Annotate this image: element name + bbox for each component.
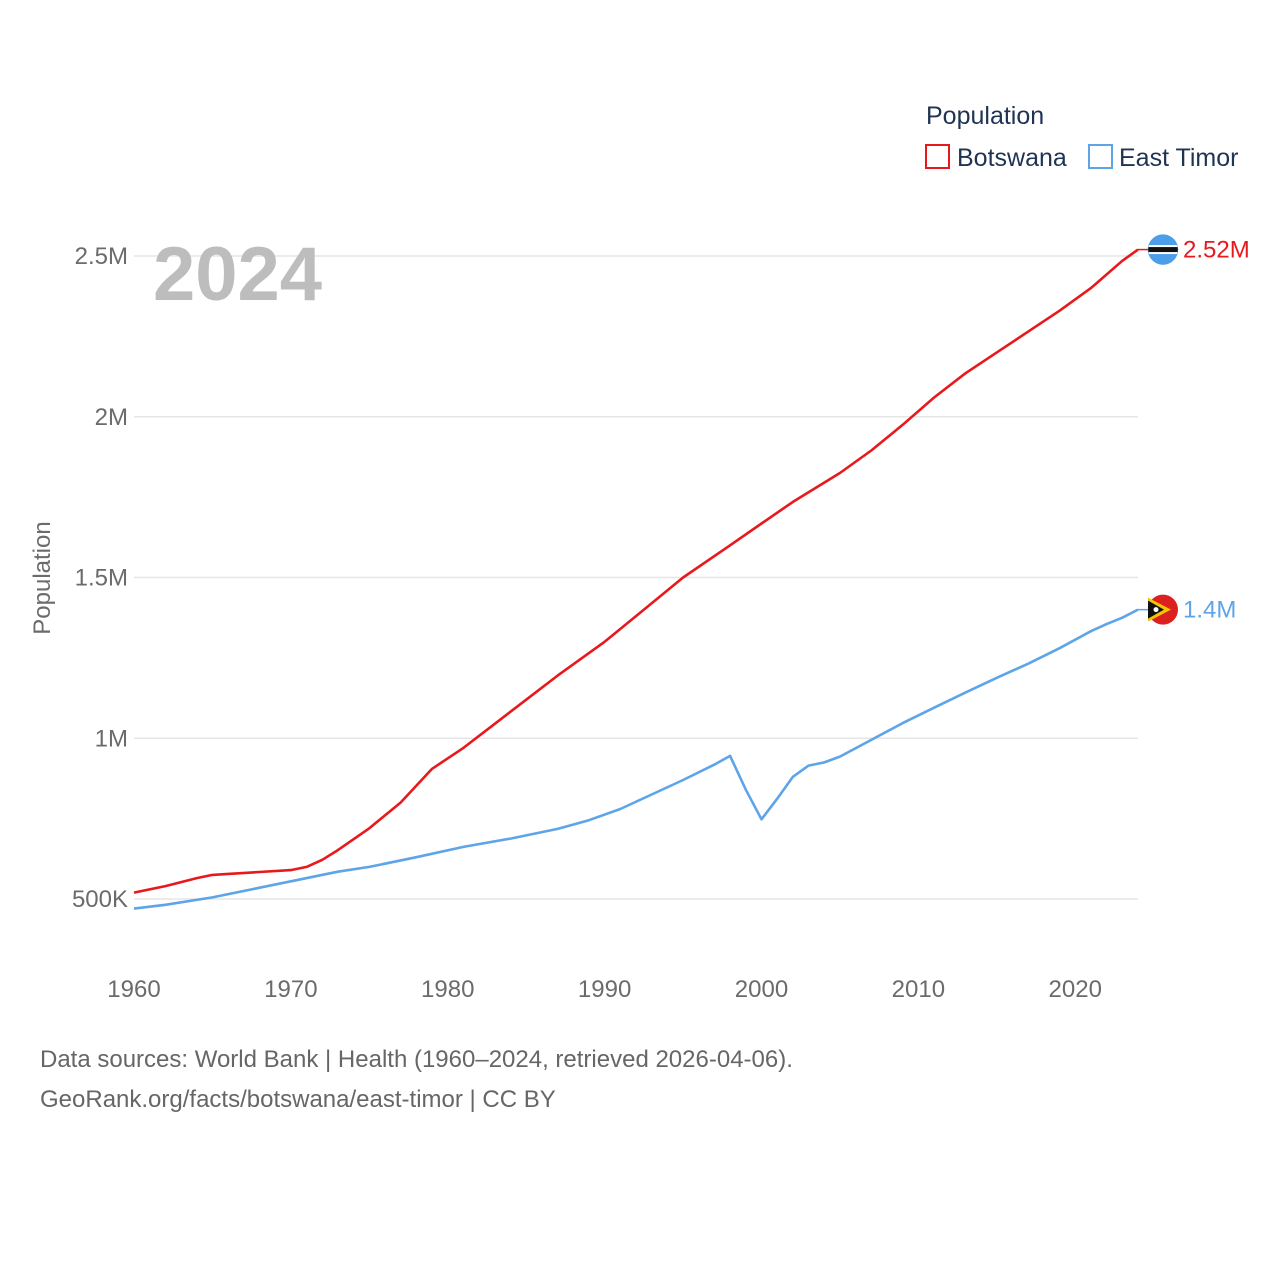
end-labels: 2.52M 1.4M xyxy=(1138,234,1250,625)
year-watermark: 2024 xyxy=(153,232,322,317)
legend-label-botswana: Botswana xyxy=(957,144,1067,172)
x-axis-ticks: 1960 1970 1980 1990 2000 2010 2020 xyxy=(107,976,1102,1003)
y-axis-title: Population xyxy=(29,521,56,634)
legend-swatch-east-timor xyxy=(1088,144,1113,169)
legend-item-botswana[interactable]: Botswana xyxy=(925,144,1067,172)
legend[interactable]: Population Botswana East Timor xyxy=(925,102,1238,172)
x-tick-label: 1960 xyxy=(107,976,160,1003)
y-axis-ticks: 500K 1M 1.5M 2M 2.5M xyxy=(72,243,128,913)
east-timor-flag-icon xyxy=(1148,594,1178,625)
legend-label-east-timor: East Timor xyxy=(1119,144,1238,172)
legend-swatch-botswana xyxy=(925,144,950,169)
gridlines xyxy=(134,255,1138,900)
legend-item-east-timor[interactable]: East Timor xyxy=(1088,144,1238,172)
x-tick-label: 2010 xyxy=(892,976,945,1003)
legend-title: Population xyxy=(926,102,1044,130)
series-line-botswana[interactable] xyxy=(133,248,1139,894)
footer: Data sources: World Bank | Health (1960–… xyxy=(40,1040,793,1120)
end-value-label-botswana: 2.52M xyxy=(1183,237,1250,264)
y-tick-label: 1.5M xyxy=(75,565,128,592)
y-tick-label: 2.5M xyxy=(75,243,128,270)
x-tick-label: 2020 xyxy=(1049,976,1102,1003)
y-tick-label: 2M xyxy=(95,404,128,431)
y-tick-label: 500K xyxy=(72,886,128,913)
end-value-label-east-timor: 1.4M xyxy=(1183,597,1236,624)
x-tick-label: 1980 xyxy=(421,976,474,1003)
series-lines xyxy=(133,248,1139,910)
x-tick-label: 1990 xyxy=(578,976,631,1003)
data-source-text: Data sources: World Bank | Health (1960–… xyxy=(40,1046,793,1073)
x-tick-label: 1970 xyxy=(264,976,317,1003)
attribution-link[interactable]: GeoRank.org/facts/botswana/east-timor | … xyxy=(40,1086,556,1113)
series-line-east-timor[interactable] xyxy=(133,608,1139,910)
botswana-flag-icon xyxy=(1147,234,1179,265)
y-tick-label: 1M xyxy=(95,725,128,752)
x-tick-label: 2000 xyxy=(735,976,788,1003)
